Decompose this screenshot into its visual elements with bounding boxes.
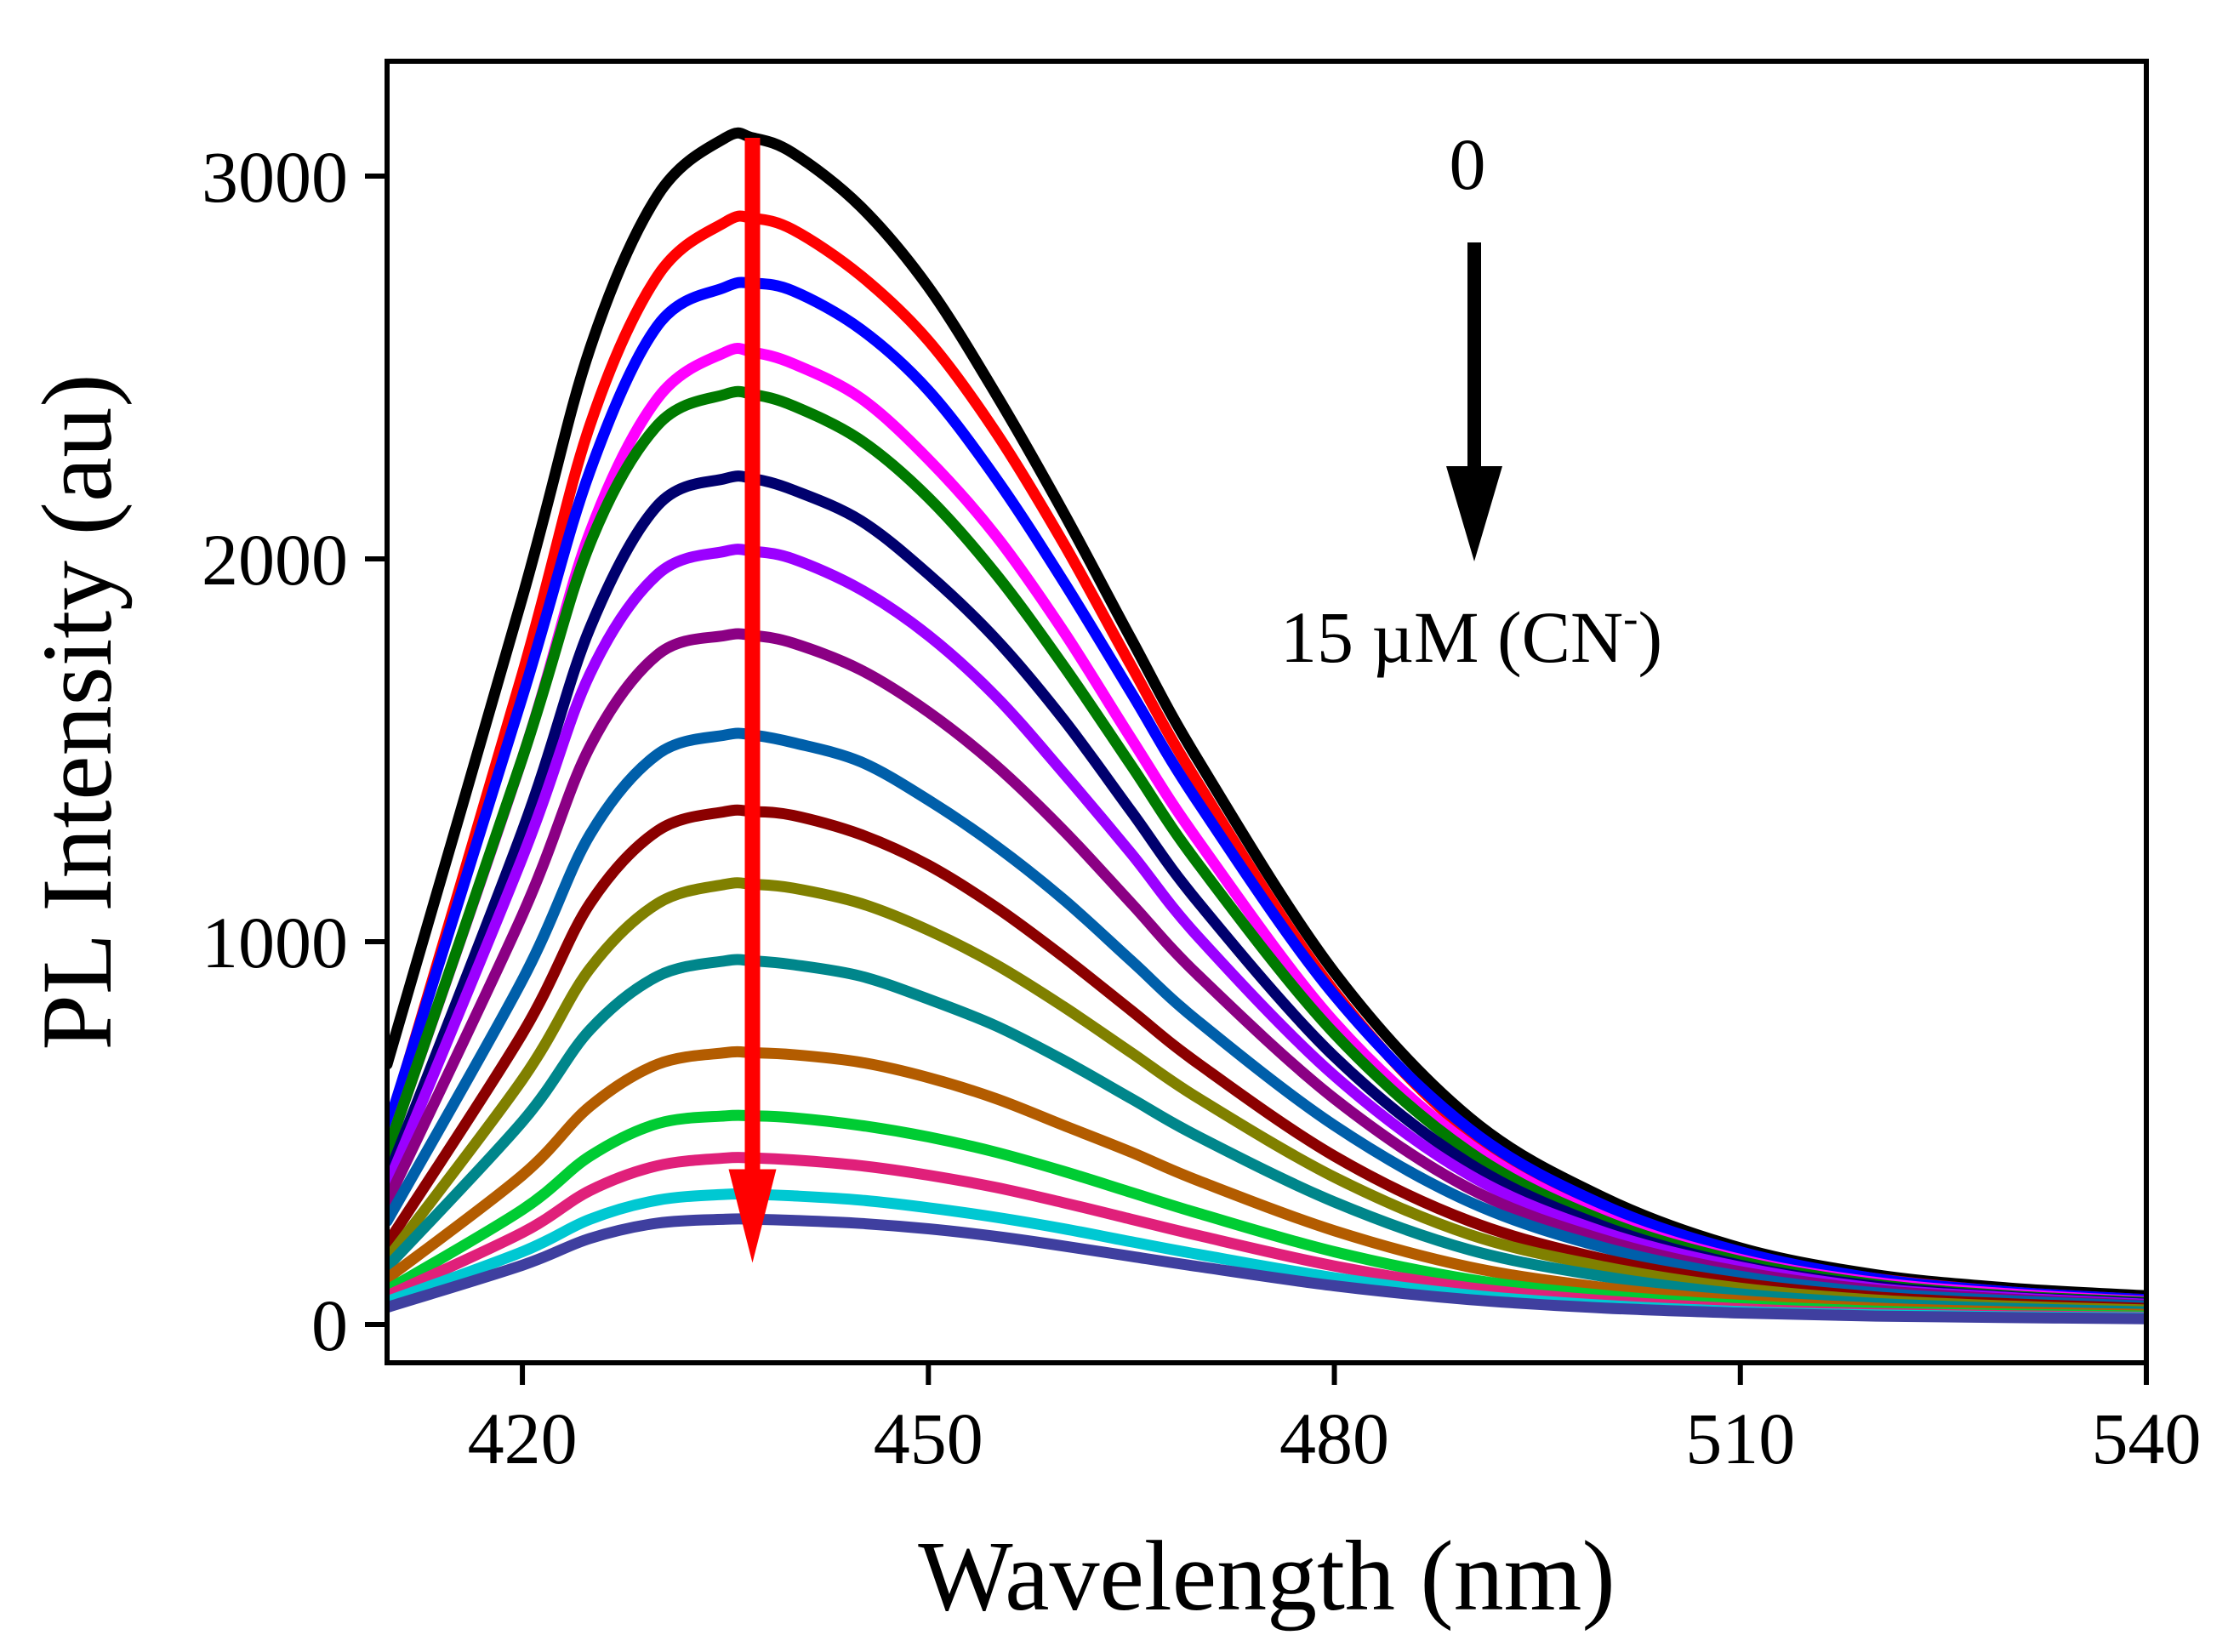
y-tick-label: 2000 — [202, 519, 348, 601]
series-group — [387, 127, 2146, 1324]
series-line-2-um — [387, 276, 2146, 1306]
end-label-close: ) — [1638, 596, 1662, 678]
y-tick-label: 1000 — [202, 902, 348, 983]
x-tick-label: 540 — [2092, 1398, 2202, 1479]
end-label-main: 15 µM (CN — [1280, 596, 1623, 678]
x-axis-title: Wavelength (nm) — [918, 1520, 1615, 1632]
x-tick-label: 420 — [468, 1398, 578, 1479]
series-line-15-um — [387, 1213, 2146, 1324]
series-line-3-um — [387, 343, 2146, 1307]
end-label-superscript: - — [1623, 595, 1638, 643]
cyanide-trend-arrowhead — [728, 1169, 777, 1263]
plot-frame — [385, 59, 2149, 1365]
y-tick-label: 3000 — [202, 136, 348, 218]
x-tick-label: 450 — [874, 1398, 983, 1479]
series-line-11-um — [387, 954, 2146, 1318]
end-concentration-label: 15 µM (CN-) — [1280, 595, 1662, 678]
start-concentration-label: 0 — [1450, 123, 1486, 205]
series-line-8-um — [387, 727, 2146, 1312]
x-ticks: 420 450 480 510 540 — [468, 1363, 2202, 1479]
x-tick-label: 510 — [1685, 1398, 1795, 1479]
x-tick-label: 480 — [1279, 1398, 1389, 1479]
concentration-indicator-arrowhead — [1446, 466, 1502, 561]
y-tick-label: 0 — [311, 1285, 348, 1366]
y-axis-title: PL Intensity (au) — [21, 373, 133, 1050]
y-ticks: 0 1000 2000 3000 — [202, 136, 387, 1366]
